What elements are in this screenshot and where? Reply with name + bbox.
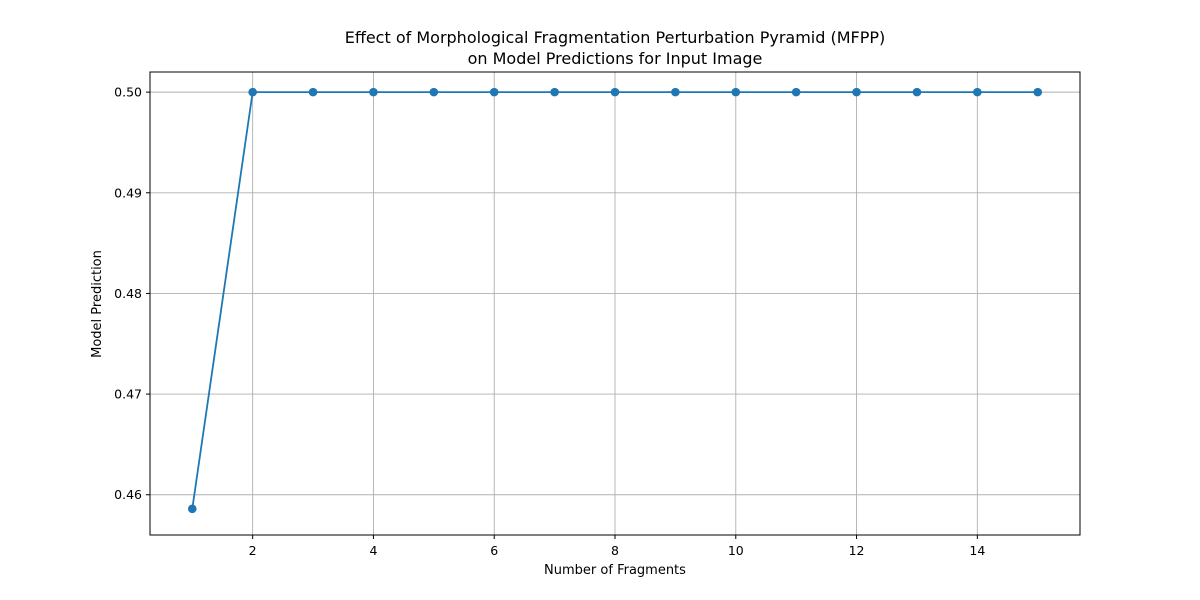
grid (150, 72, 1080, 535)
data-point (550, 88, 559, 97)
y-tick-label: 0.48 (114, 286, 142, 301)
x-tick-label: 10 (728, 543, 744, 558)
data-point (248, 88, 257, 97)
y-tick-label: 0.47 (114, 387, 142, 402)
x-axis-label: Number of Fragments (544, 563, 686, 578)
chart-title-line-2: on Model Predictions for Input Image (468, 49, 763, 68)
x-tick-label: 4 (369, 543, 377, 558)
y-tick-label: 0.46 (114, 487, 142, 502)
x-tick-label: 6 (490, 543, 498, 558)
data-point (973, 88, 982, 97)
x-axis-ticks: 2 4 6 8 10 12 14 (249, 535, 986, 558)
data-point (309, 88, 318, 97)
x-tick-label: 12 (849, 543, 865, 558)
data-point (1033, 88, 1042, 97)
data-point (913, 88, 922, 97)
data-point (188, 505, 197, 514)
data-point (490, 88, 499, 97)
data-point (671, 88, 680, 97)
chart-title-line-1: Effect of Morphological Fragmentation Pe… (345, 28, 886, 47)
y-axis-label: Model Prediction (90, 250, 105, 358)
y-axis-ticks: 0.46 0.47 0.48 0.49 0.50 (114, 85, 150, 503)
data-point (731, 88, 740, 97)
x-tick-label: 14 (969, 543, 985, 558)
data-point (852, 88, 861, 97)
y-tick-label: 0.49 (114, 185, 142, 200)
x-tick-label: 2 (249, 543, 257, 558)
data-point (792, 88, 801, 97)
y-tick-label: 0.50 (114, 85, 142, 100)
data-point (430, 88, 439, 97)
data-point (369, 88, 378, 97)
x-tick-label: 8 (611, 543, 619, 558)
data-point (611, 88, 620, 97)
